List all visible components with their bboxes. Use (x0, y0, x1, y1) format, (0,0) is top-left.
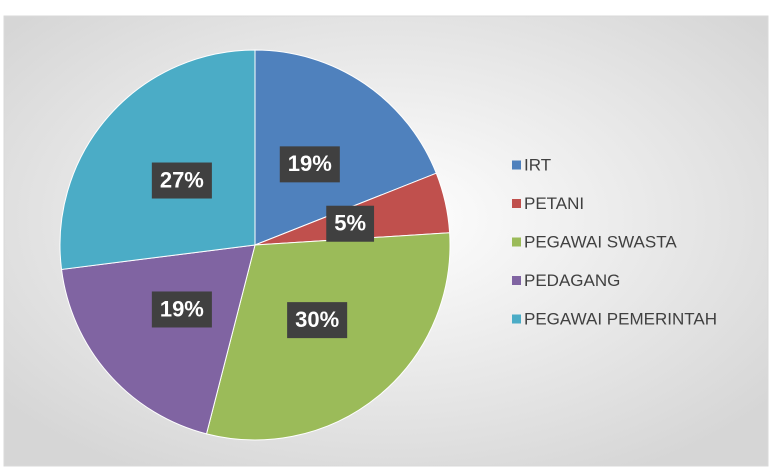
data-label-bg (279, 146, 340, 183)
data-label-bg (151, 291, 212, 328)
data-label: 19% (288, 151, 332, 176)
data-label: 30% (295, 307, 339, 332)
pie-slice (254, 49, 437, 246)
data-label-bg (287, 302, 348, 339)
legend-swatch (512, 237, 521, 247)
legend-swatch (512, 314, 521, 324)
legend-label: PETANI (524, 194, 584, 213)
data-label-bg (151, 162, 212, 199)
legend-swatch (512, 199, 521, 208)
data-label: 5% (334, 211, 366, 236)
data-label-bg (326, 205, 375, 242)
legend-label: PEGAWAI PEMERINTAH (524, 309, 717, 328)
legend-swatch (512, 160, 521, 170)
legend-label: PEGAWAI SWASTA (524, 232, 677, 251)
pie-slice (59, 49, 256, 270)
legend-label: IRT (524, 155, 551, 174)
legend-swatch (512, 276, 521, 285)
data-label: 27% (160, 167, 204, 192)
data-label: 19% (160, 296, 204, 321)
legend-label: PEDAGANG (524, 271, 620, 290)
